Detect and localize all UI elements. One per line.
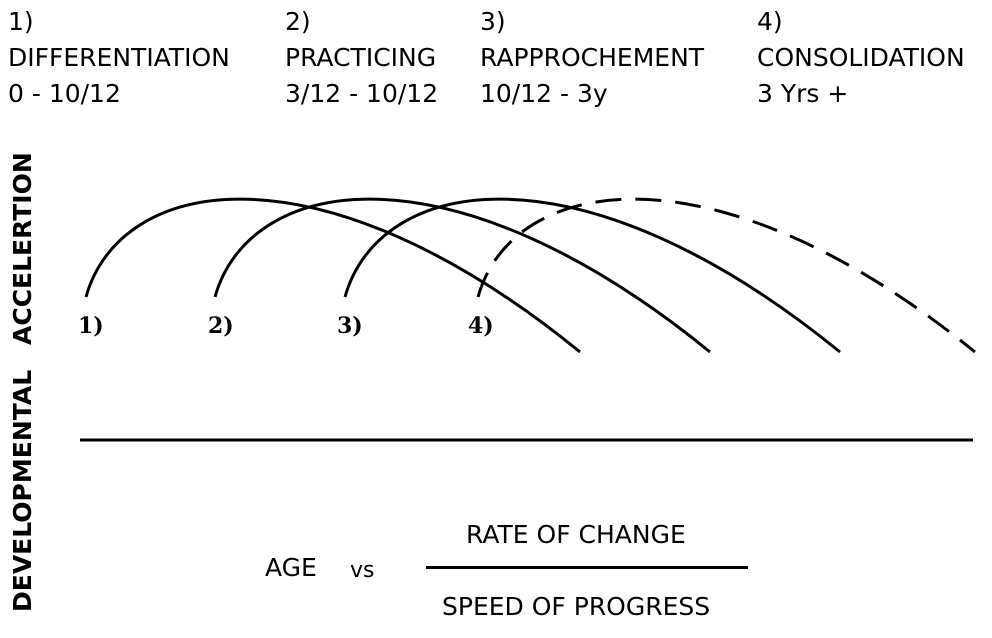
equation-vs: vs	[350, 558, 375, 583]
curve-2	[213, 197, 711, 354]
curve-4-label: 4)	[468, 313, 494, 339]
phase-1-age: 0 - 10/12	[8, 79, 121, 108]
curve-3	[343, 197, 841, 354]
curve-3-label: 3)	[337, 313, 363, 339]
phase-3-header: 3) RAPPROCHEMENT 10/12 - 3y	[480, 4, 704, 112]
phase-4-header: 4) CONSOLIDATION 3 Yrs +	[757, 4, 965, 112]
phase-4-name: CONSOLIDATION	[757, 43, 965, 72]
curve-1	[84, 197, 581, 354]
phase-3-age: 10/12 - 3y	[480, 79, 608, 108]
fraction-bar	[426, 566, 748, 569]
phase-2-name: PRACTICING	[285, 43, 437, 72]
phase-2-age: 3/12 - 10/12	[285, 79, 439, 108]
phase-4-age: 3 Yrs +	[757, 79, 849, 108]
curve-1-label: 1)	[78, 313, 104, 339]
equation-age: AGE	[265, 553, 317, 582]
phase-1-header: 1) DIFFERENTIATION 0 - 10/12	[8, 4, 230, 112]
phase-4-number: 4)	[757, 7, 783, 36]
phase-2-number: 2)	[285, 7, 311, 36]
phase-1-name: DIFFERENTIATION	[8, 43, 230, 72]
phase-2-header: 2) PRACTICING 3/12 - 10/12	[285, 4, 438, 112]
phase-3-number: 3)	[480, 7, 506, 36]
phase-3-name: RAPPROCHEMENT	[480, 43, 705, 72]
equation-numerator: RATE OF CHANGE	[466, 520, 686, 549]
curve-4	[476, 197, 976, 354]
equation-denominator: SPEED OF PROGRESS	[442, 592, 711, 621]
phase-1-number: 1)	[8, 7, 34, 36]
curve-2-label: 2)	[208, 313, 234, 339]
